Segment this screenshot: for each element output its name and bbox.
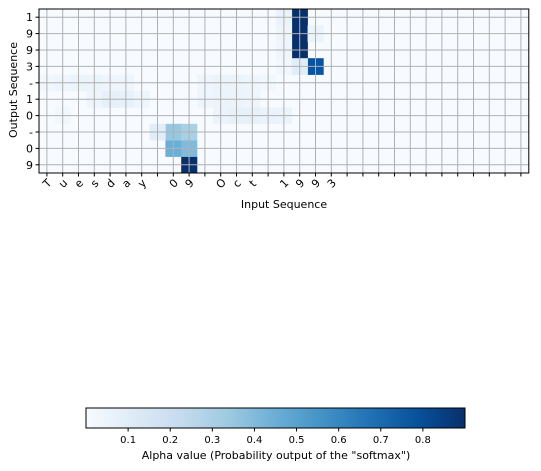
x-tick-label: 3: [325, 176, 339, 190]
y-tick-label: -: [29, 126, 33, 139]
x-tick-label: 9: [183, 176, 197, 190]
x-tick-label: t: [247, 177, 260, 190]
x-tick-label: O: [214, 176, 230, 192]
colorbar-tick-label: 0.6: [331, 435, 347, 446]
y-tick-label: -: [29, 77, 33, 90]
colorbar: [85, 407, 466, 429]
y-tick-label: 1: [26, 11, 33, 24]
x-tick-label: e: [72, 176, 86, 190]
colorbar-tick-label: 0.3: [204, 435, 220, 446]
y-tick-label: 0: [26, 142, 33, 155]
x-axis-label: Input Sequence: [241, 198, 327, 211]
x-tick-label: 0: [167, 176, 181, 190]
colorbar-tick-label: 0.1: [120, 435, 136, 446]
colorbar-label: Alpha value (Probability output of the "…: [142, 449, 411, 462]
x-tick-label: 1: [277, 176, 291, 190]
y-tick-label: 9: [26, 28, 33, 41]
y-tick-label: 1: [26, 93, 33, 106]
colorbar-ticks: 0.1 0.2 0.3 0.4 0.5 0.6 0.7 0.8: [120, 428, 431, 446]
colorbar-tick-label: 0.4: [246, 435, 262, 446]
colorbar-tick-label: 0.8: [415, 435, 431, 446]
x-tick-label: s: [88, 177, 101, 190]
x-tick-label: 9: [293, 176, 307, 190]
x-tick-label: d: [104, 176, 118, 190]
colorbar-tick-label: 0.5: [289, 435, 305, 446]
y-tick-label: 3: [26, 60, 33, 73]
y-axis-ticks: 1 9 9 3 - 1 0 - 0 9: [26, 11, 39, 172]
y-tick-label: 9: [26, 159, 33, 172]
y-axis-label: Output Sequence: [7, 42, 20, 138]
x-tick-label: y: [135, 176, 149, 190]
x-tick-label: c: [230, 177, 243, 190]
x-tick-label: u: [56, 176, 70, 190]
heatmap-grid: [39, 9, 529, 173]
y-tick-label: 9: [26, 44, 33, 57]
x-tick-label: 9: [309, 176, 323, 190]
y-tick-label: 0: [26, 110, 33, 123]
x-tick-label: a: [119, 177, 133, 191]
colorbar-tick-label: 0.7: [373, 435, 389, 446]
x-tick-label: T: [40, 176, 55, 191]
colorbar-tick-label: 0.2: [162, 435, 178, 446]
